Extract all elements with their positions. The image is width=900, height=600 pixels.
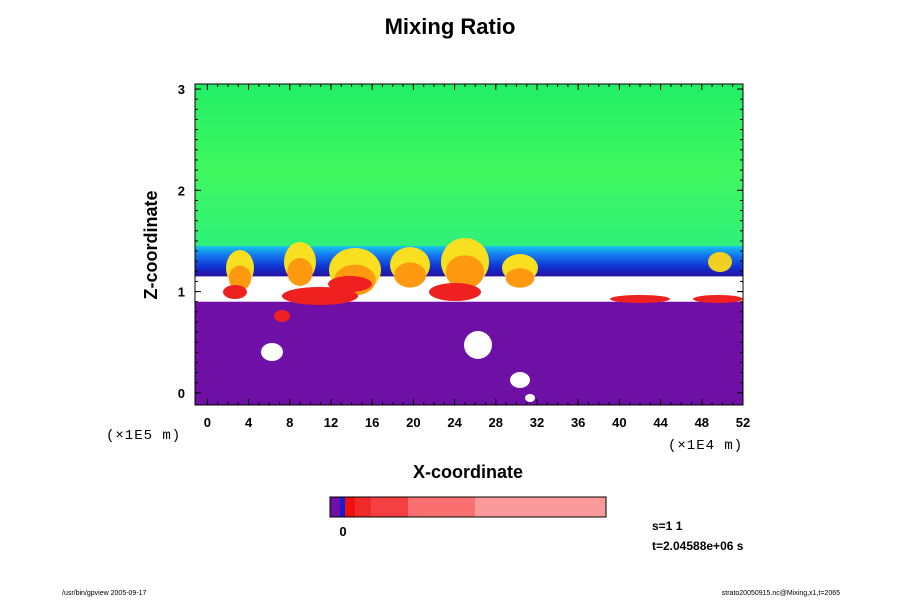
colorbar-cell: [330, 497, 340, 517]
x-scale-label: (×1E4 m): [668, 438, 743, 454]
plot-field: [195, 84, 743, 405]
x-tick-label: 24: [447, 415, 462, 430]
red-cell: [274, 310, 290, 322]
plot-frame: [194, 83, 744, 406]
colorbar-cell: [345, 497, 355, 517]
x-tick-label: 20: [406, 415, 420, 430]
plume-orange: [505, 268, 535, 288]
chart-title: Mixing Ratio: [384, 14, 516, 39]
x-tick-label: 40: [612, 415, 626, 430]
plume-orange: [228, 265, 252, 291]
x-tick-label: 12: [324, 415, 338, 430]
red-cell: [282, 287, 358, 305]
y-axis-label: Z-coordinate: [141, 190, 161, 299]
x-tick-label: 36: [571, 415, 585, 430]
x-tick-label: 0: [204, 415, 211, 430]
colorbar-cell: [408, 497, 475, 517]
y-scale-label: (×1E5 m): [106, 428, 181, 444]
red-cell: [693, 295, 743, 303]
colorbar: [329, 496, 607, 518]
colorbar-tick-label: 0: [339, 524, 346, 539]
x-tick-label: 52: [736, 415, 750, 430]
y-tick-label: 2: [178, 183, 185, 198]
red-cell: [429, 283, 481, 301]
x-axis-label: X-coordinate: [413, 462, 523, 482]
footer-right: strato20050915.nc@Mixing,x1,t=2065: [721, 590, 840, 597]
upper-layer: [195, 84, 743, 247]
x-tick-label: 48: [695, 415, 709, 430]
x-tick-label: 4: [245, 415, 253, 430]
y-tick-label: 1: [178, 285, 185, 300]
white-patch: [464, 331, 492, 359]
plume-orange: [394, 262, 426, 288]
white-patch: [261, 343, 283, 361]
x-tick-label: 28: [489, 415, 503, 430]
red-cell: [223, 285, 247, 299]
white-patch: [510, 372, 530, 388]
x-tick-label: 44: [653, 415, 668, 430]
plume-orange: [445, 255, 485, 289]
time-label: t=2.04588e+06 s: [652, 539, 744, 553]
marker: [728, 98, 732, 102]
step-label: s=1 1: [652, 519, 683, 533]
red-cell: [610, 295, 670, 303]
white-patch: [525, 394, 535, 402]
colorbar-cell: [340, 497, 345, 517]
plume-right: [708, 252, 732, 272]
footer-left: /usr/bin/gpview 2005-09-17: [62, 590, 147, 597]
y-tick-label: 0: [178, 386, 185, 401]
x-tick-label: 32: [530, 415, 544, 430]
red-cell: [328, 276, 372, 292]
x-tick-label: 16: [365, 415, 379, 430]
colorbar-cell: [355, 497, 371, 517]
colorbar-frame: [329, 496, 607, 518]
colorbar-cell: [475, 497, 606, 517]
plume-orange: [287, 258, 313, 286]
colorbar-cell: [371, 497, 408, 517]
y-tick-label: 3: [178, 82, 185, 97]
x-tick-label: 8: [286, 415, 293, 430]
